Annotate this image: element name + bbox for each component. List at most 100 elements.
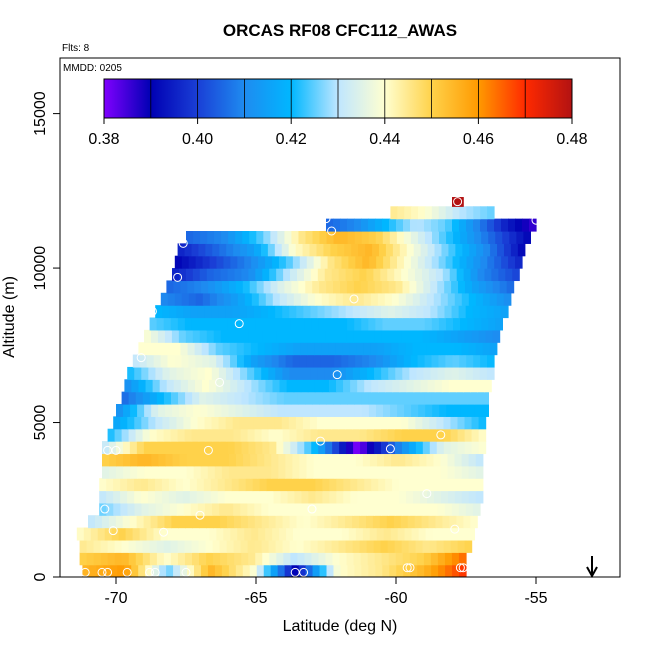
heatmap-cell xyxy=(276,391,285,405)
heatmap-cell xyxy=(212,539,221,553)
heatmap-cell xyxy=(457,428,466,442)
heatmap-cell xyxy=(334,354,342,368)
date-annotation: MMDD: 0205 xyxy=(63,63,122,74)
heatmap-cell xyxy=(436,539,445,553)
heatmap-cell xyxy=(448,379,457,393)
heatmap-cell xyxy=(378,478,386,492)
heatmap-cell xyxy=(117,564,125,577)
heatmap-cell xyxy=(522,218,530,232)
sample-point xyxy=(147,306,157,316)
heatmap-cell xyxy=(231,490,240,504)
heatmap-cell xyxy=(118,527,127,541)
heatmap-cell xyxy=(352,539,361,553)
heatmap-cell xyxy=(438,255,447,269)
heatmap-cell xyxy=(298,404,307,417)
heatmap-cell xyxy=(102,465,110,479)
sample-point xyxy=(203,445,213,455)
heatmap-cell xyxy=(277,280,286,294)
heatmap-cell xyxy=(195,292,204,306)
heatmap-cell xyxy=(269,329,278,343)
heatmap-cell xyxy=(352,366,361,380)
heatmap-cell xyxy=(169,502,178,516)
heatmap-cell xyxy=(427,490,435,504)
heatmap-cell xyxy=(127,490,135,504)
heatmap-cell xyxy=(134,490,142,504)
heatmap-cell xyxy=(209,527,217,541)
heatmap-cell xyxy=(442,515,450,529)
heatmap-cell xyxy=(429,539,438,553)
heatmap-cell xyxy=(153,527,162,541)
x-tick-label: -70 xyxy=(104,590,127,607)
sample-point xyxy=(321,214,331,224)
heatmap-cell xyxy=(417,231,426,244)
heatmap-cell xyxy=(409,366,417,380)
heatmap-cell xyxy=(192,515,200,529)
heatmap-cell xyxy=(250,342,259,356)
heatmap-cell xyxy=(440,465,449,479)
heatmap-cell xyxy=(369,527,378,541)
heatmap-cell xyxy=(498,268,506,282)
heatmap-cell xyxy=(401,539,410,553)
heatmap-cell xyxy=(211,366,220,380)
sample-point xyxy=(349,294,359,304)
heatmap-cell xyxy=(283,329,292,343)
heatmap-cell xyxy=(206,391,214,405)
heatmap-cell xyxy=(429,416,438,430)
heatmap-cell xyxy=(366,539,375,553)
heatmap-cell xyxy=(310,305,319,319)
heatmap-cell xyxy=(362,465,371,479)
heatmap-cell xyxy=(255,441,264,455)
heatmap-cell xyxy=(226,428,235,442)
heatmap-cell xyxy=(305,231,314,244)
sample-point xyxy=(332,370,342,380)
heatmap-cell xyxy=(437,502,446,516)
heatmap-cell xyxy=(152,342,161,356)
heatmap-cell xyxy=(219,502,227,516)
heatmap-cell xyxy=(410,391,419,405)
heatmap-cell xyxy=(267,416,276,430)
heatmap-cell xyxy=(256,564,265,577)
heatmap-cell xyxy=(415,329,424,343)
heatmap-cell xyxy=(331,539,340,553)
heatmap-cell xyxy=(341,354,349,368)
heatmap-cell xyxy=(470,515,478,529)
heatmap-cell xyxy=(340,404,349,417)
heatmap-cell xyxy=(401,441,410,455)
heatmap-cell xyxy=(326,404,335,417)
heatmap-cell xyxy=(150,329,159,343)
heatmap-cell xyxy=(490,243,498,257)
heatmap-cell xyxy=(487,354,495,368)
heatmap-cell xyxy=(290,317,299,331)
heatmap-cell xyxy=(415,441,424,455)
heatmap-cell xyxy=(433,453,442,467)
heatmap-cell xyxy=(443,329,452,343)
heatmap-cell xyxy=(474,317,482,331)
heatmap-cell xyxy=(169,305,177,319)
heatmap-cell xyxy=(217,490,226,504)
heatmap-cell xyxy=(353,280,362,294)
heatmap-cell xyxy=(353,329,361,343)
heatmap-cell xyxy=(149,552,158,566)
heatmap-cell xyxy=(137,465,145,479)
heatmap-cell xyxy=(367,280,376,294)
heatmap-cell xyxy=(177,428,186,442)
heatmap-cell xyxy=(310,268,319,282)
heatmap-cell xyxy=(338,428,347,442)
heatmap-cell xyxy=(462,379,471,393)
heatmap-cell xyxy=(192,391,200,405)
heatmap-cell xyxy=(353,441,361,455)
heatmap-cell xyxy=(415,416,423,430)
heatmap-cell xyxy=(447,490,456,504)
heatmap-cell xyxy=(445,218,453,232)
heatmap-cell xyxy=(461,465,470,479)
heatmap-cell xyxy=(145,342,154,356)
heatmap-cell xyxy=(380,416,388,430)
heatmap-cell xyxy=(172,404,180,417)
heatmap-cell xyxy=(300,527,308,541)
heatmap-cell xyxy=(285,465,293,479)
heatmap-cell xyxy=(303,305,312,319)
heatmap-cell xyxy=(420,243,429,257)
heatmap-cell xyxy=(97,527,106,541)
heatmap-cell xyxy=(187,342,196,356)
heatmap-cell xyxy=(368,231,377,244)
